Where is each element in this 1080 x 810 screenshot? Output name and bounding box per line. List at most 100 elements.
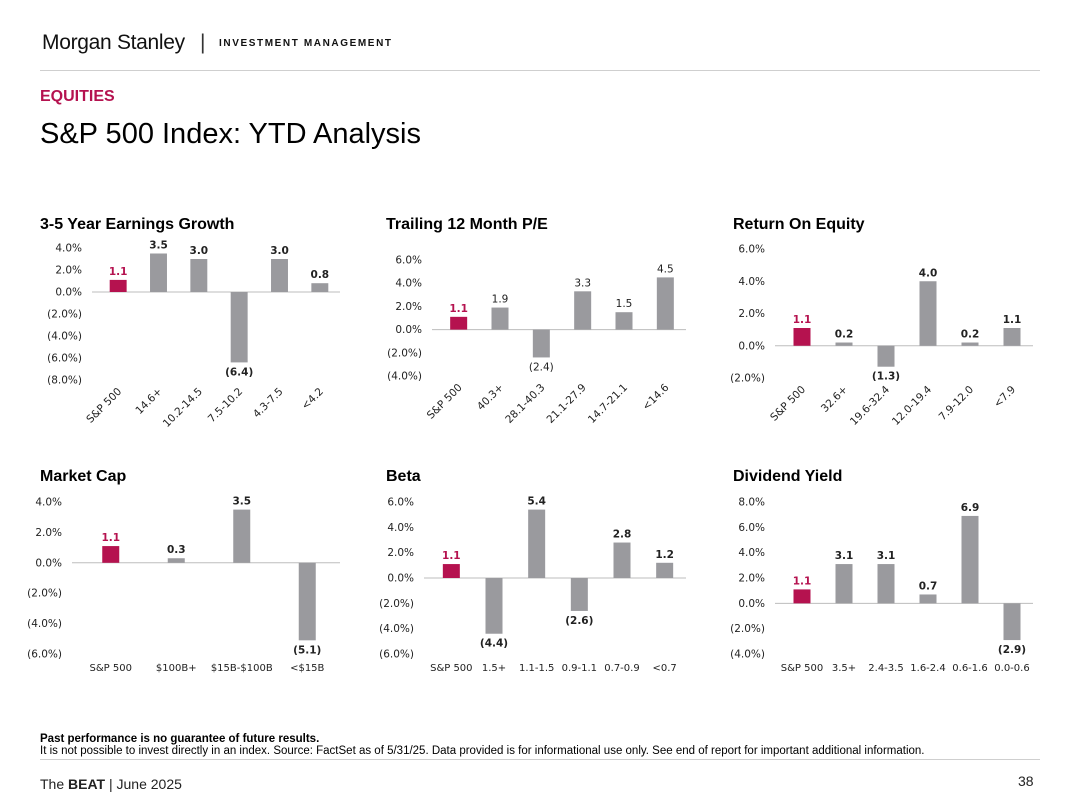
- bar-q2: [528, 509, 546, 578]
- data-label: 1.1: [449, 303, 468, 315]
- ytick-label: (4.0%): [730, 649, 765, 661]
- bar-q2: [877, 564, 895, 604]
- category-label: 32.6+: [819, 384, 850, 415]
- data-label: 0.2: [961, 329, 980, 341]
- data-label: 1.9: [492, 294, 509, 306]
- division-name: INVESTMENT MANAGEMENT: [219, 38, 393, 49]
- ytick-label: (4.0%): [27, 618, 62, 630]
- category-label: 12.0-19.4: [890, 383, 934, 427]
- bar-q2: [532, 329, 550, 358]
- data-label: 1.1: [793, 575, 812, 587]
- category-label: <0.7: [653, 663, 677, 674]
- category-label: $100B+: [156, 663, 197, 674]
- ytick-label: 6.0%: [395, 255, 422, 267]
- footer-prefix: The: [40, 776, 65, 792]
- category-label: <7.9: [992, 384, 1019, 411]
- source-note: It is not possible to invest directly in…: [40, 745, 925, 757]
- ytick-label: 0.0%: [738, 598, 765, 610]
- category-label: 2.4-3.5: [868, 663, 903, 674]
- bar-q5: [311, 283, 329, 292]
- morgan-stanley-logo: Morgan Stanley: [42, 31, 185, 54]
- chart-title-pe: Trailing 12 Month P/E: [386, 216, 548, 233]
- data-label: 3.5: [149, 240, 168, 252]
- ytick-label: (6.0%): [379, 649, 414, 661]
- ytick-label: 8.0%: [738, 497, 765, 509]
- data-label: 4.5: [657, 263, 674, 275]
- category-label: $15B-$100B: [211, 663, 273, 674]
- data-label: 3.0: [270, 245, 289, 257]
- data-label: (4.4): [480, 638, 508, 650]
- dividend-yield-chart: 8.0% 6.0% 4.0% 2.0% 0.0% (2.0%) (4.0%) 1.1 S&P 5…: [730, 497, 1033, 674]
- ytick-label: (2.0%): [387, 347, 422, 359]
- ytick-label: (8.0%): [47, 375, 82, 387]
- data-label: 1.1: [442, 550, 461, 562]
- data-label: 0.7: [919, 580, 938, 592]
- category-label: S&P 500: [430, 663, 472, 674]
- data-label: 1.5: [616, 298, 633, 310]
- category-label: 14.6+: [133, 386, 164, 417]
- data-label: 1.1: [101, 532, 120, 544]
- bar-q3: [230, 292, 248, 363]
- category-label: 4.3-7.5: [251, 386, 286, 421]
- bar-q4: [961, 342, 979, 346]
- ytick-label: 2.0%: [55, 265, 82, 277]
- bar-q4: [613, 542, 631, 578]
- category-label: <$15B: [290, 663, 324, 674]
- ytick-label: (6.0%): [47, 353, 82, 365]
- bar-q4: [961, 515, 979, 604]
- ytick-label: 4.0%: [35, 497, 62, 509]
- ytick-label: 4.0%: [395, 278, 422, 290]
- data-label: 3.1: [877, 550, 896, 562]
- ytick-label: (4.0%): [387, 371, 422, 383]
- category-label: S&P 500: [768, 384, 808, 424]
- bar-q1: [485, 578, 503, 634]
- data-label: (2.9): [998, 644, 1026, 656]
- bar-q4: [615, 312, 633, 330]
- category-label: 19.6-32.4: [848, 383, 892, 427]
- bar-q1: [491, 307, 509, 330]
- ytick-label: 0.0%: [55, 287, 82, 299]
- ytick-label: 4.0%: [738, 547, 765, 559]
- category-label: 3.5+: [832, 663, 856, 674]
- ytick-label: 4.0%: [387, 522, 414, 534]
- ytick-label: 6.0%: [738, 244, 765, 256]
- footer-date: | June 2025: [108, 776, 182, 792]
- bar-q3: [570, 578, 588, 611]
- category-label: 10.2-14.5: [161, 386, 205, 430]
- data-label: 3.0: [190, 245, 209, 257]
- data-label: (2.6): [565, 615, 593, 627]
- ytick-label: 0.0%: [738, 340, 765, 352]
- bar-sp500: [793, 328, 811, 346]
- data-label: 3.3: [574, 277, 591, 289]
- bar-sp500: [442, 564, 460, 578]
- ytick-label: 2.0%: [387, 547, 414, 559]
- data-label: 1.1: [109, 266, 128, 278]
- pe-chart: 6.0% 4.0% 2.0% 0.0% (2.0%) (4.0%) 1.1 S&P 500 1.…: [387, 255, 686, 426]
- ytick-label: 4.0%: [738, 276, 765, 288]
- bar-q3: [919, 594, 937, 604]
- ytick-label: 2.0%: [738, 308, 765, 320]
- page-number: 38: [1018, 773, 1034, 789]
- category-label: S&P 500: [781, 663, 823, 674]
- category-label: 40.3+: [475, 382, 506, 413]
- header-divider: [40, 70, 1040, 71]
- chart-title-div: Dividend Yield: [733, 468, 843, 485]
- beta-chart: 6.0% 4.0% 2.0% 0.0% (2.0%) (4.0%) (6.0%) 1.1 S&P…: [379, 496, 686, 674]
- roe-chart: 6.0% 4.0% 2.0% 0.0% (2.0%) 1.1 S&P 500 0.2 32.6+…: [730, 244, 1033, 428]
- ytick-label: 0.0%: [395, 324, 422, 336]
- category-label: 1.6-2.4: [910, 663, 945, 674]
- bar-sp500: [109, 279, 127, 292]
- data-label: 3.1: [835, 550, 854, 562]
- bar-q2: [233, 509, 251, 563]
- bar-q1: [150, 253, 167, 292]
- ytick-label: (2.0%): [47, 309, 82, 321]
- bar-q4: [271, 259, 288, 292]
- performance-disclaimer: Past performance is no guarantee of futu…: [40, 733, 320, 745]
- ytick-label: (2.0%): [379, 598, 414, 610]
- bar-q5: [1003, 328, 1021, 346]
- category-label: 7.5-10.2: [206, 386, 246, 426]
- category-label: 21.1-27.9: [545, 382, 589, 426]
- category-label: 28.1-40.3: [503, 382, 547, 426]
- bar-sp500: [102, 546, 120, 563]
- ytick-label: 0.0%: [35, 557, 62, 569]
